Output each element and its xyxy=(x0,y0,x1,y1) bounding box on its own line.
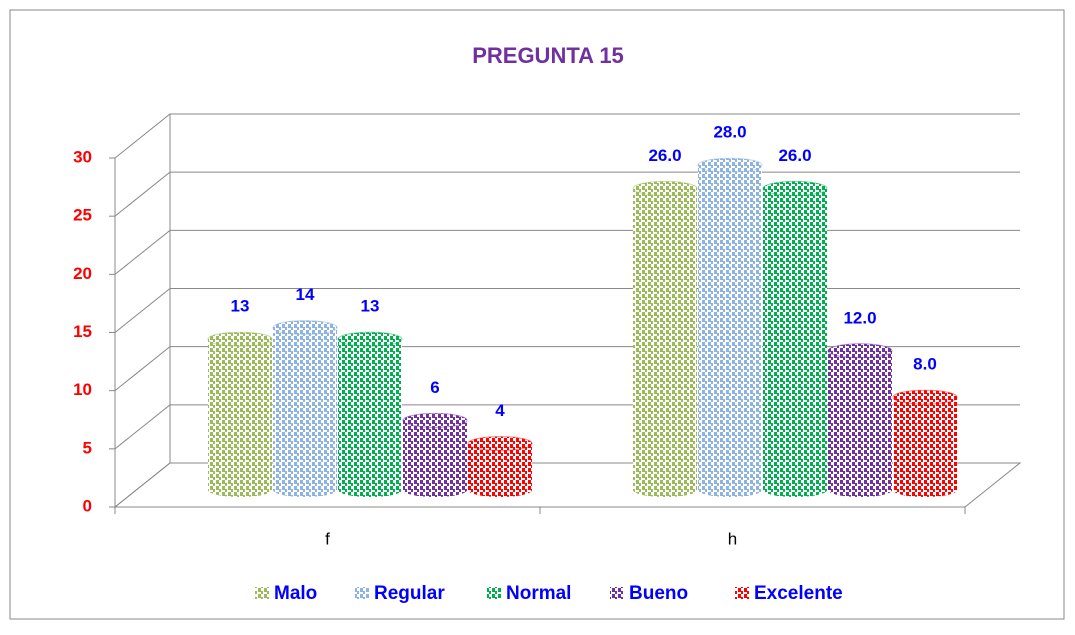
bar-base xyxy=(403,483,467,497)
value-label: 12.0 xyxy=(843,308,876,327)
bar-base xyxy=(698,483,762,497)
bar-top xyxy=(402,412,468,428)
legend-swatch xyxy=(255,587,269,599)
bar xyxy=(763,188,827,490)
legend-label: Excelente xyxy=(754,583,843,604)
legend-label: Bueno xyxy=(629,583,688,604)
bar-base xyxy=(893,483,957,497)
y-tick-label: 20 xyxy=(73,264,92,283)
value-label: 6 xyxy=(430,378,439,397)
bar-base xyxy=(208,483,272,497)
value-label: 13 xyxy=(361,297,380,316)
y-tick-label: 30 xyxy=(73,147,92,166)
chart-title: PREGUNTA 15 xyxy=(472,43,624,68)
bar xyxy=(828,350,892,490)
legend-swatch xyxy=(355,587,369,599)
bar xyxy=(208,339,272,490)
bar-top xyxy=(337,331,403,347)
bar-top xyxy=(762,180,828,196)
value-label: 26.0 xyxy=(778,146,811,165)
bar-top xyxy=(892,389,958,405)
bar xyxy=(273,327,337,490)
grid-line xyxy=(114,113,1020,159)
bar-base xyxy=(273,483,337,497)
bar xyxy=(633,188,697,490)
value-label: 28.0 xyxy=(713,123,746,142)
x-tick-label: h xyxy=(728,529,737,548)
y-tick-label: 10 xyxy=(73,380,92,399)
bar-base xyxy=(633,483,697,497)
y-tick-label: 25 xyxy=(73,206,92,225)
bar xyxy=(403,420,467,490)
bar-base xyxy=(763,483,827,497)
legend-label: Normal xyxy=(506,583,571,604)
value-label: 8.0 xyxy=(913,355,937,374)
bar-base xyxy=(338,483,402,497)
value-label: 13 xyxy=(231,297,250,316)
bar-top xyxy=(272,320,338,336)
y-tick-label: 5 xyxy=(83,438,92,457)
value-label: 4 xyxy=(495,401,505,420)
bar-top xyxy=(467,436,533,452)
bar xyxy=(893,397,957,490)
bar xyxy=(698,165,762,490)
bar-base xyxy=(828,483,892,497)
bar-top xyxy=(697,157,763,173)
y-tick-label: 15 xyxy=(73,322,92,341)
legend-label: Regular xyxy=(374,583,445,604)
bar xyxy=(338,339,402,490)
x-tick-label: f xyxy=(325,529,330,548)
legend-swatch xyxy=(610,587,624,599)
bar-top xyxy=(632,180,698,196)
legend-label: Malo xyxy=(274,583,317,604)
chart-border xyxy=(9,9,1065,620)
value-label: 14 xyxy=(296,285,315,304)
y-tick-label: 0 xyxy=(83,496,92,515)
bar-top xyxy=(207,331,273,347)
value-label: 26.0 xyxy=(648,146,681,165)
bar-base xyxy=(468,483,532,497)
legend-swatch xyxy=(735,587,749,599)
bar xyxy=(468,443,532,490)
bar-top xyxy=(827,343,893,359)
legend-swatch xyxy=(487,587,501,599)
